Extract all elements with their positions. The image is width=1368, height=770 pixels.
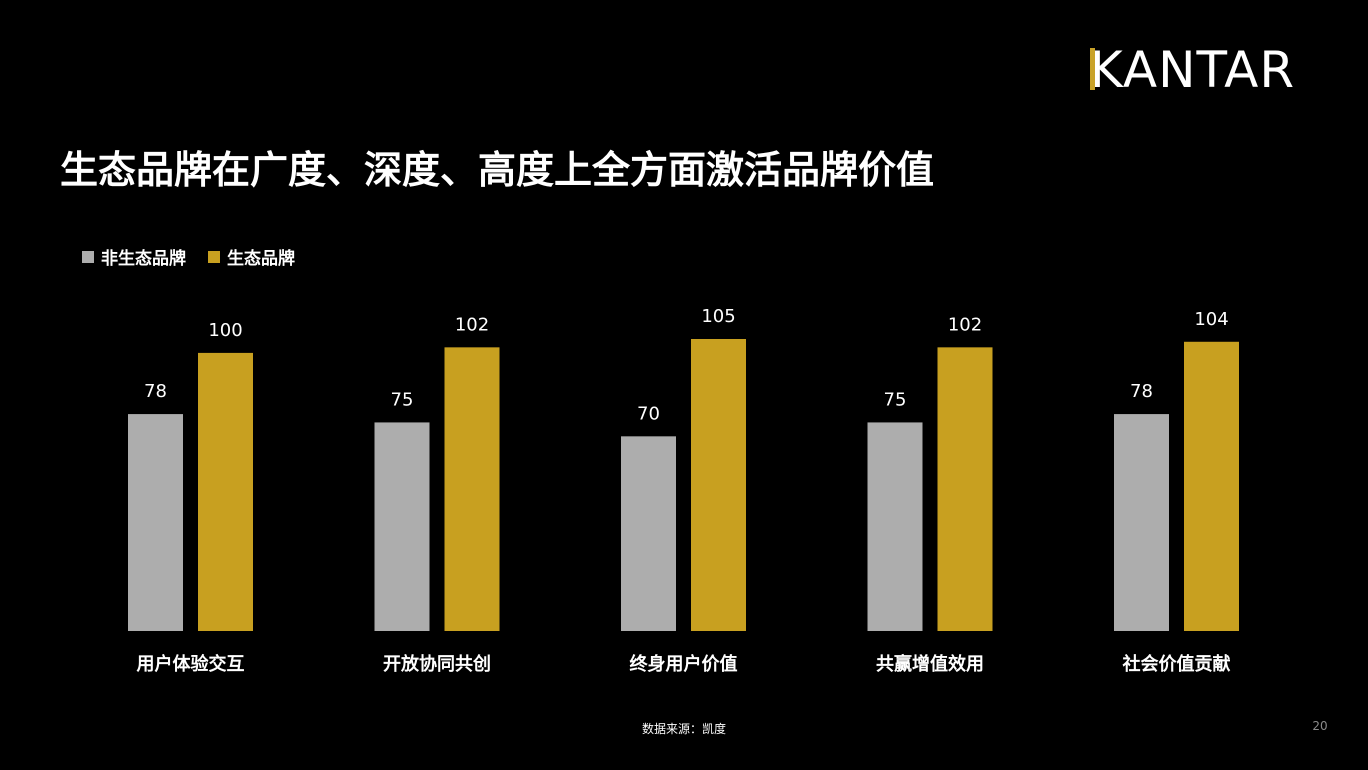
logo-accent-bar — [1090, 48, 1095, 90]
bar-non-ecosystem-4 — [867, 422, 923, 631]
category-label-4: 共赢增值效用 — [876, 653, 984, 675]
bar-non-ecosystem-5 — [1114, 414, 1169, 631]
legend-label-non-ecosystem: 非生态品牌 — [101, 249, 186, 269]
bar-ecosystem-5 — [1184, 341, 1239, 631]
data-label-ecosystem-5: 104 — [1194, 309, 1228, 330]
category-label-3: 终身用户价值 — [630, 653, 738, 675]
bar-non-ecosystem-2 — [374, 422, 430, 631]
bar-ecosystem-4 — [937, 347, 993, 631]
bar-ecosystem-3 — [691, 339, 746, 631]
bar-ecosystem-1 — [198, 352, 253, 631]
legend-item-non-ecosystem: 非生态品牌 — [82, 244, 186, 269]
data-label-non-ecosystem-2: 75 — [391, 389, 414, 410]
legend-swatch-grey — [82, 250, 94, 263]
category-label-2: 开放协同共创 — [383, 653, 491, 675]
kantar-logo: KANTAR — [1090, 40, 1295, 100]
data-label-non-ecosystem-5: 78 — [1130, 381, 1153, 402]
data-label-ecosystem-4: 102 — [948, 314, 982, 335]
data-label-ecosystem-3: 105 — [701, 306, 735, 327]
page-number: 20 — [1312, 719, 1328, 733]
bar-non-ecosystem-3 — [621, 436, 676, 631]
legend-item-ecosystem: 生态品牌 — [208, 244, 295, 269]
legend-swatch-gold — [208, 250, 220, 263]
category-label-5: 社会价值贡献 — [1123, 653, 1231, 675]
category-label-1: 用户体验交互 — [137, 653, 245, 675]
data-label-non-ecosystem-1: 78 — [144, 381, 167, 402]
data-label-ecosystem-2: 102 — [455, 314, 489, 335]
data-source-note: 数据来源：凯度 — [641, 722, 726, 736]
chart-legend: 非生态品牌 生态品牌 — [82, 244, 317, 269]
data-label-non-ecosystem-4: 75 — [884, 389, 907, 410]
page-title: 生态品牌在广度、深度、高度上全方面激活品牌价值 — [60, 148, 935, 192]
legend-label-ecosystem: 生态品牌 — [227, 249, 295, 269]
bar-non-ecosystem-1 — [128, 414, 183, 631]
bar-ecosystem-2 — [444, 347, 500, 631]
data-label-ecosystem-1: 100 — [208, 320, 242, 341]
logo-text: KANTAR — [1090, 41, 1296, 99]
data-label-non-ecosystem-3: 70 — [637, 403, 660, 424]
